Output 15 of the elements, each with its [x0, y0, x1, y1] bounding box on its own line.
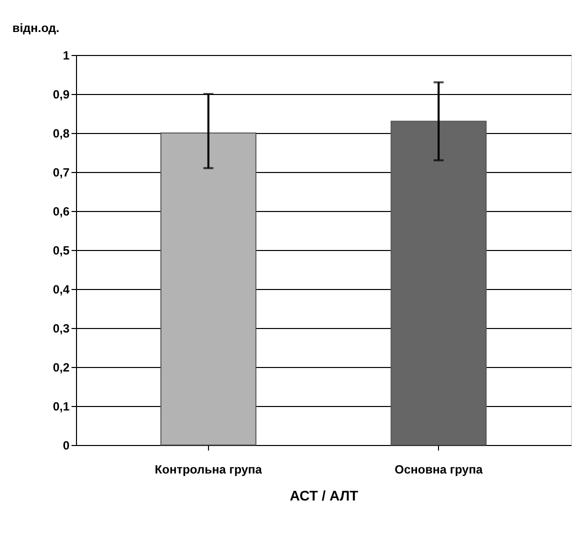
y-tick-label: 0,5: [52, 244, 70, 258]
x-axis-title: АСТ / АЛТ: [290, 488, 359, 504]
y-tick-label: 0,6: [52, 204, 70, 218]
y-tick-label: 0,9: [52, 88, 70, 102]
y-tick-label: 0,7: [52, 166, 70, 180]
y-tick-label: 1: [62, 48, 70, 62]
y-tick-label: 0,3: [52, 322, 70, 336]
y-tick-label: 0,1: [52, 400, 70, 414]
y-axis-title: відн.од.: [12, 21, 60, 35]
y-tick-label: 0,4: [52, 282, 70, 296]
y-tick-label: 0,2: [52, 360, 70, 374]
x-tick-label: Контрольна група: [154, 462, 262, 476]
x-tick-label: Основна група: [394, 462, 483, 476]
y-tick-label: 0,8: [52, 126, 70, 140]
y-tick-label: 0: [62, 438, 70, 452]
